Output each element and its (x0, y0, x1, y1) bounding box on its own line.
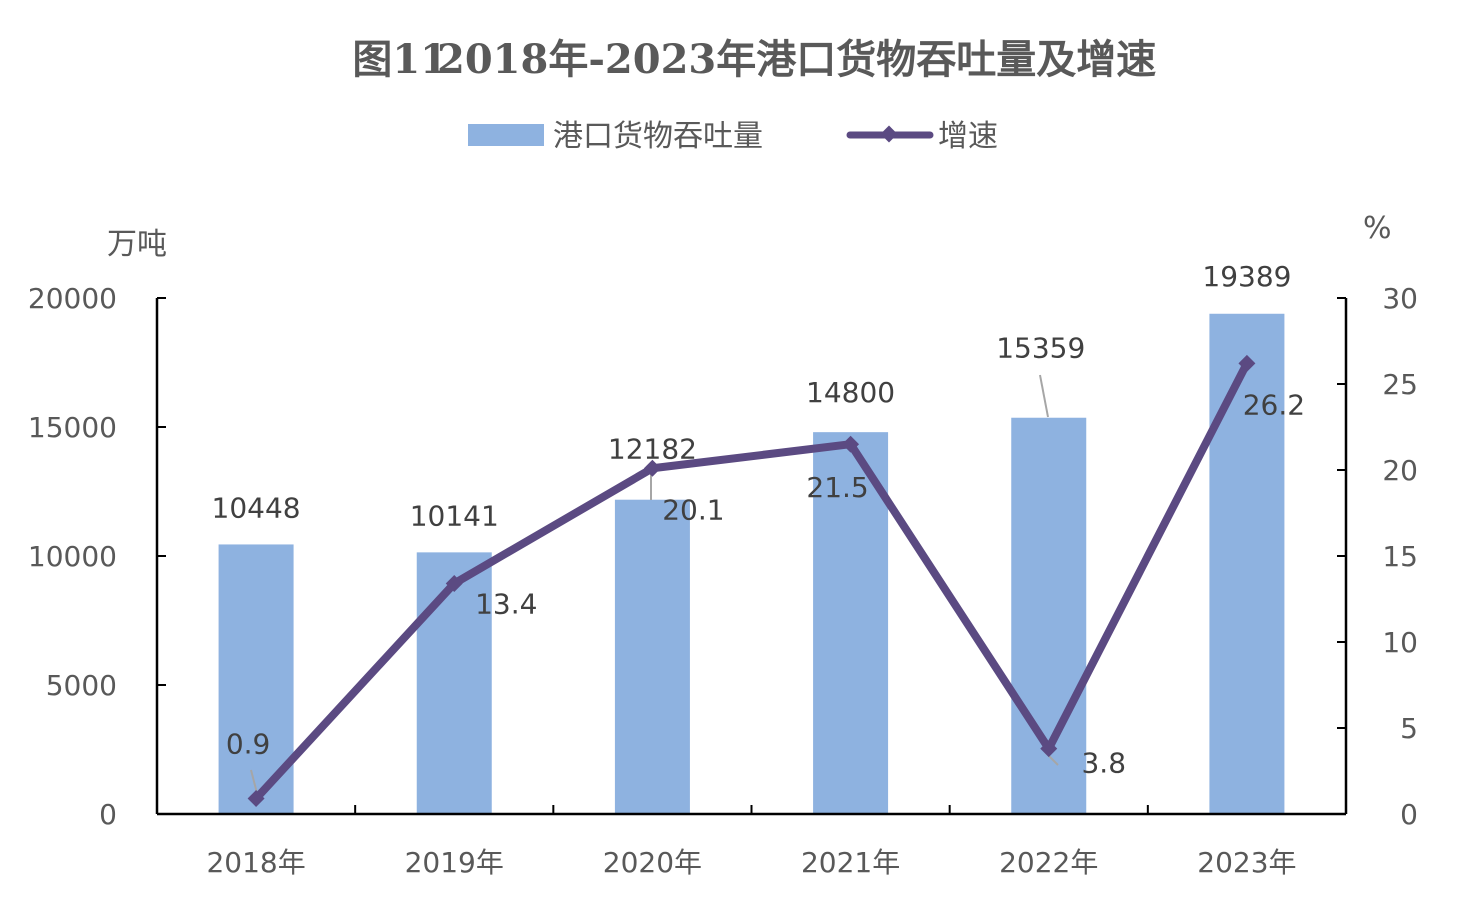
growth-marker-2020年 (643, 459, 661, 477)
left-tick-label: 15000 (28, 411, 117, 444)
chart-title-text: 2018年-2023年港口货物吞吐量及增速 (437, 36, 1156, 83)
x-tick-label: 2019年 (405, 846, 504, 879)
x-tick-label: 2018年 (206, 846, 305, 879)
growth-value-label: 26.2 (1243, 388, 1305, 421)
bar-value-label: 10141 (410, 499, 499, 532)
right-tick-label: 20 (1382, 454, 1418, 487)
growth-value-label: 0.9 (226, 728, 271, 761)
right-tick-label: 5 (1400, 712, 1418, 745)
bar-value-label: 15359 (996, 332, 1085, 365)
growth-line (252, 359, 1251, 803)
label-leader-line (1039, 374, 1049, 418)
bar-2023年 (1209, 313, 1285, 814)
bar-2021年 (813, 432, 889, 814)
right-tick-label: 10 (1382, 626, 1418, 659)
growth-value-label: 21.5 (806, 471, 868, 504)
axes-layer: 0 5000 10000 15000 20000 0 5 10 15 20 25 30 2018年 201… (28, 282, 1418, 879)
x-tick-label: 2022年 (999, 846, 1098, 879)
legend: 港口货物吞吐量 增速 (468, 119, 998, 154)
bar-2019年 (416, 552, 492, 814)
bar-value-label: 12182 (608, 433, 697, 466)
bar-2020年 (614, 499, 690, 814)
data-labels-layer: 10448 10141 12182 14800 15359 19389 0.9 13.4 20.… (212, 260, 1306, 780)
legend-swatch-throughput (468, 124, 544, 146)
bar-value-label: 14800 (806, 376, 895, 409)
legend-label-throughput: 港口货物吞吐量 (553, 119, 763, 154)
x-tick-label: 2021年 (801, 846, 900, 879)
growth-value-label: 13.4 (475, 588, 537, 621)
growth-value-label: 3.8 (1081, 747, 1126, 780)
bar-value-label: 19389 (1202, 260, 1291, 293)
x-tick-label: 2023年 (1197, 846, 1296, 879)
legend-label-growth: 增速 (938, 119, 998, 154)
chart-title-figure-number: 图11 (352, 36, 448, 83)
right-tick-label: 30 (1382, 282, 1418, 315)
left-tick-label: 5000 (46, 669, 117, 702)
bar-value-label: 10448 (212, 491, 301, 524)
right-tick-label: 0 (1400, 798, 1418, 831)
x-tick-label: 2020年 (603, 846, 702, 879)
right-tick-label: 15 (1382, 540, 1418, 573)
left-axis-unit: 万吨 (107, 227, 167, 262)
legend-swatch-growth-marker (880, 125, 898, 143)
growth-marker-2021年 (842, 435, 860, 453)
growth-line-layer (247, 354, 1256, 808)
bars-layer (218, 313, 1285, 814)
right-tick-label: 25 (1382, 368, 1418, 401)
right-axis-unit: % (1363, 211, 1392, 246)
chart-title: 图11 2018年-2023年港口货物吞吐量及增速 (352, 36, 1156, 83)
growth-value-label: 20.1 (662, 493, 724, 526)
left-tick-label: 0 (99, 798, 117, 831)
left-tick-label: 20000 (28, 282, 117, 315)
left-tick-label: 10000 (28, 540, 117, 573)
growth-marker-2019年 (445, 575, 463, 593)
growth-marker-2022年 (1040, 740, 1058, 758)
